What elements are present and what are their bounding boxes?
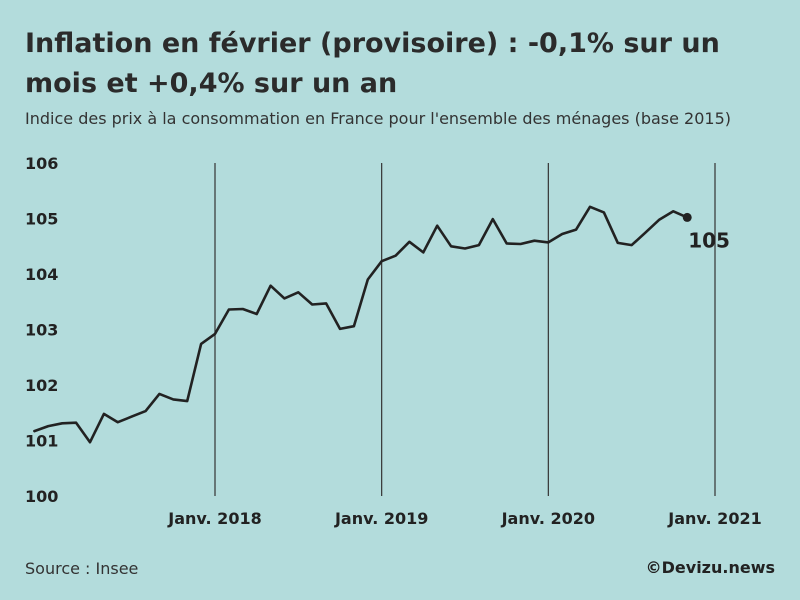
x-axis: Janv. 2018 Janv. 2019 Janv. 2020 Janv. 2021: [167, 509, 761, 528]
gridlines: [214, 163, 716, 496]
y-axis: 100 101 102 103 104 105 106: [25, 154, 58, 506]
y-tick-label: 100: [25, 487, 58, 506]
series-line: [33, 205, 689, 444]
x-tick-label: Janv. 2020: [501, 509, 595, 528]
y-tick-label: 103: [25, 321, 58, 340]
x-tick-label: Janv. 2018: [167, 509, 261, 528]
chart-title: Inflation en février (provisoire) : -0,1…: [25, 28, 720, 99]
y-tick-label: 106: [25, 154, 58, 173]
credit: ©Devizu.news: [645, 558, 775, 577]
y-tick-label: 104: [25, 265, 58, 284]
y-tick-label: 102: [25, 376, 58, 395]
chart-subtitle: Indice des prix à la consommation en Fra…: [25, 109, 732, 128]
annotations: 105: [682, 212, 730, 252]
source-note: Source : Insee: [25, 559, 139, 578]
last-value-label: 105: [688, 228, 730, 252]
y-tick-label: 105: [25, 210, 58, 229]
x-tick-label: Janv. 2019: [334, 509, 428, 528]
y-tick-label: 101: [25, 432, 58, 451]
last-point-marker: [682, 212, 692, 222]
series-group: [33, 205, 689, 444]
x-tick-label: Janv. 2021: [667, 509, 761, 528]
